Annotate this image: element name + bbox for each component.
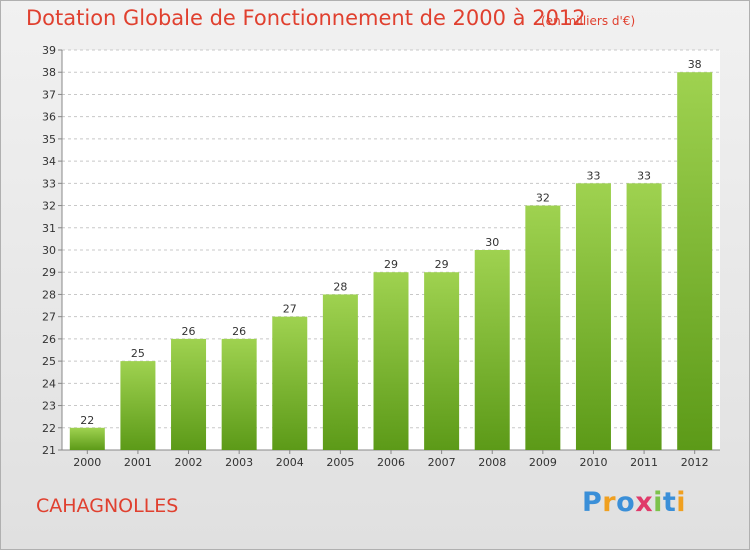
bar-layer [69, 72, 713, 451]
x-tick-label: 2012 [681, 456, 709, 469]
data-label: 28 [333, 280, 347, 293]
y-tick-label: 36 [42, 111, 56, 124]
x-tick-label: 2001 [124, 456, 152, 469]
y-tick-label: 37 [42, 88, 56, 101]
bar [626, 183, 662, 451]
bar [525, 205, 561, 450]
x-tick-label: 2008 [478, 456, 506, 469]
y-tick-label: 30 [42, 244, 56, 257]
y-tick-label: 23 [42, 400, 56, 413]
bar [575, 183, 611, 451]
bar [474, 250, 510, 450]
chart-title: Dotation Globale de Fonctionnement de 20… [26, 6, 586, 30]
data-label: 33 [637, 169, 651, 182]
data-label: 25 [131, 347, 145, 360]
commune-name: CAHAGNOLLES [36, 495, 179, 517]
data-label: 26 [232, 325, 246, 338]
bar [171, 338, 207, 450]
bar [322, 294, 358, 450]
x-tick-label: 2003 [225, 456, 253, 469]
bar [373, 272, 409, 450]
y-tick-label: 24 [42, 377, 56, 390]
bar [221, 338, 257, 450]
x-tick-label: 2010 [579, 456, 607, 469]
y-tick-label: 32 [42, 200, 56, 213]
proxiti-logo[interactable]: Proxiti [582, 487, 687, 518]
data-label: 32 [536, 192, 550, 205]
y-tick-label: 21 [42, 444, 56, 457]
data-label: 29 [384, 258, 398, 271]
data-label: 29 [435, 258, 449, 271]
data-label: 27 [283, 303, 297, 316]
y-tick-label: 28 [42, 288, 56, 301]
bar [69, 427, 105, 450]
bar [677, 72, 713, 450]
y-tick-label: 35 [42, 133, 56, 146]
x-tick-label: 2000 [73, 456, 101, 469]
y-tick-label: 33 [42, 177, 56, 190]
y-tick-label: 27 [42, 311, 56, 324]
x-tick-label: 2005 [326, 456, 354, 469]
y-tick-label: 39 [42, 44, 56, 57]
x-tick-label: 2004 [276, 456, 304, 469]
y-tick-label: 31 [42, 222, 56, 235]
bar [272, 316, 308, 450]
x-tick-label: 2009 [529, 456, 557, 469]
y-tick-label: 34 [42, 155, 56, 168]
data-label: 38 [688, 58, 702, 71]
y-tick-label: 26 [42, 333, 56, 346]
x-tick-label: 2006 [377, 456, 405, 469]
y-tick-label: 25 [42, 355, 56, 368]
y-tick-label: 38 [42, 66, 56, 79]
chart-subtitle: (en milliers d'€) [541, 14, 636, 28]
data-label: 26 [182, 325, 196, 338]
y-tick-label: 22 [42, 422, 56, 435]
y-tick-label: 29 [42, 266, 56, 279]
data-label: 30 [485, 236, 499, 249]
bar [120, 361, 156, 450]
x-tick-label: 2011 [630, 456, 658, 469]
label-layer: 2000 22 2001 25 2002 26 2003 26 2004 27 2005 28 2006… [73, 58, 708, 469]
x-tick-label: 2007 [428, 456, 456, 469]
bar [424, 272, 460, 450]
x-tick-label: 2002 [175, 456, 203, 469]
data-label: 33 [586, 169, 600, 182]
data-label: 22 [80, 414, 94, 427]
